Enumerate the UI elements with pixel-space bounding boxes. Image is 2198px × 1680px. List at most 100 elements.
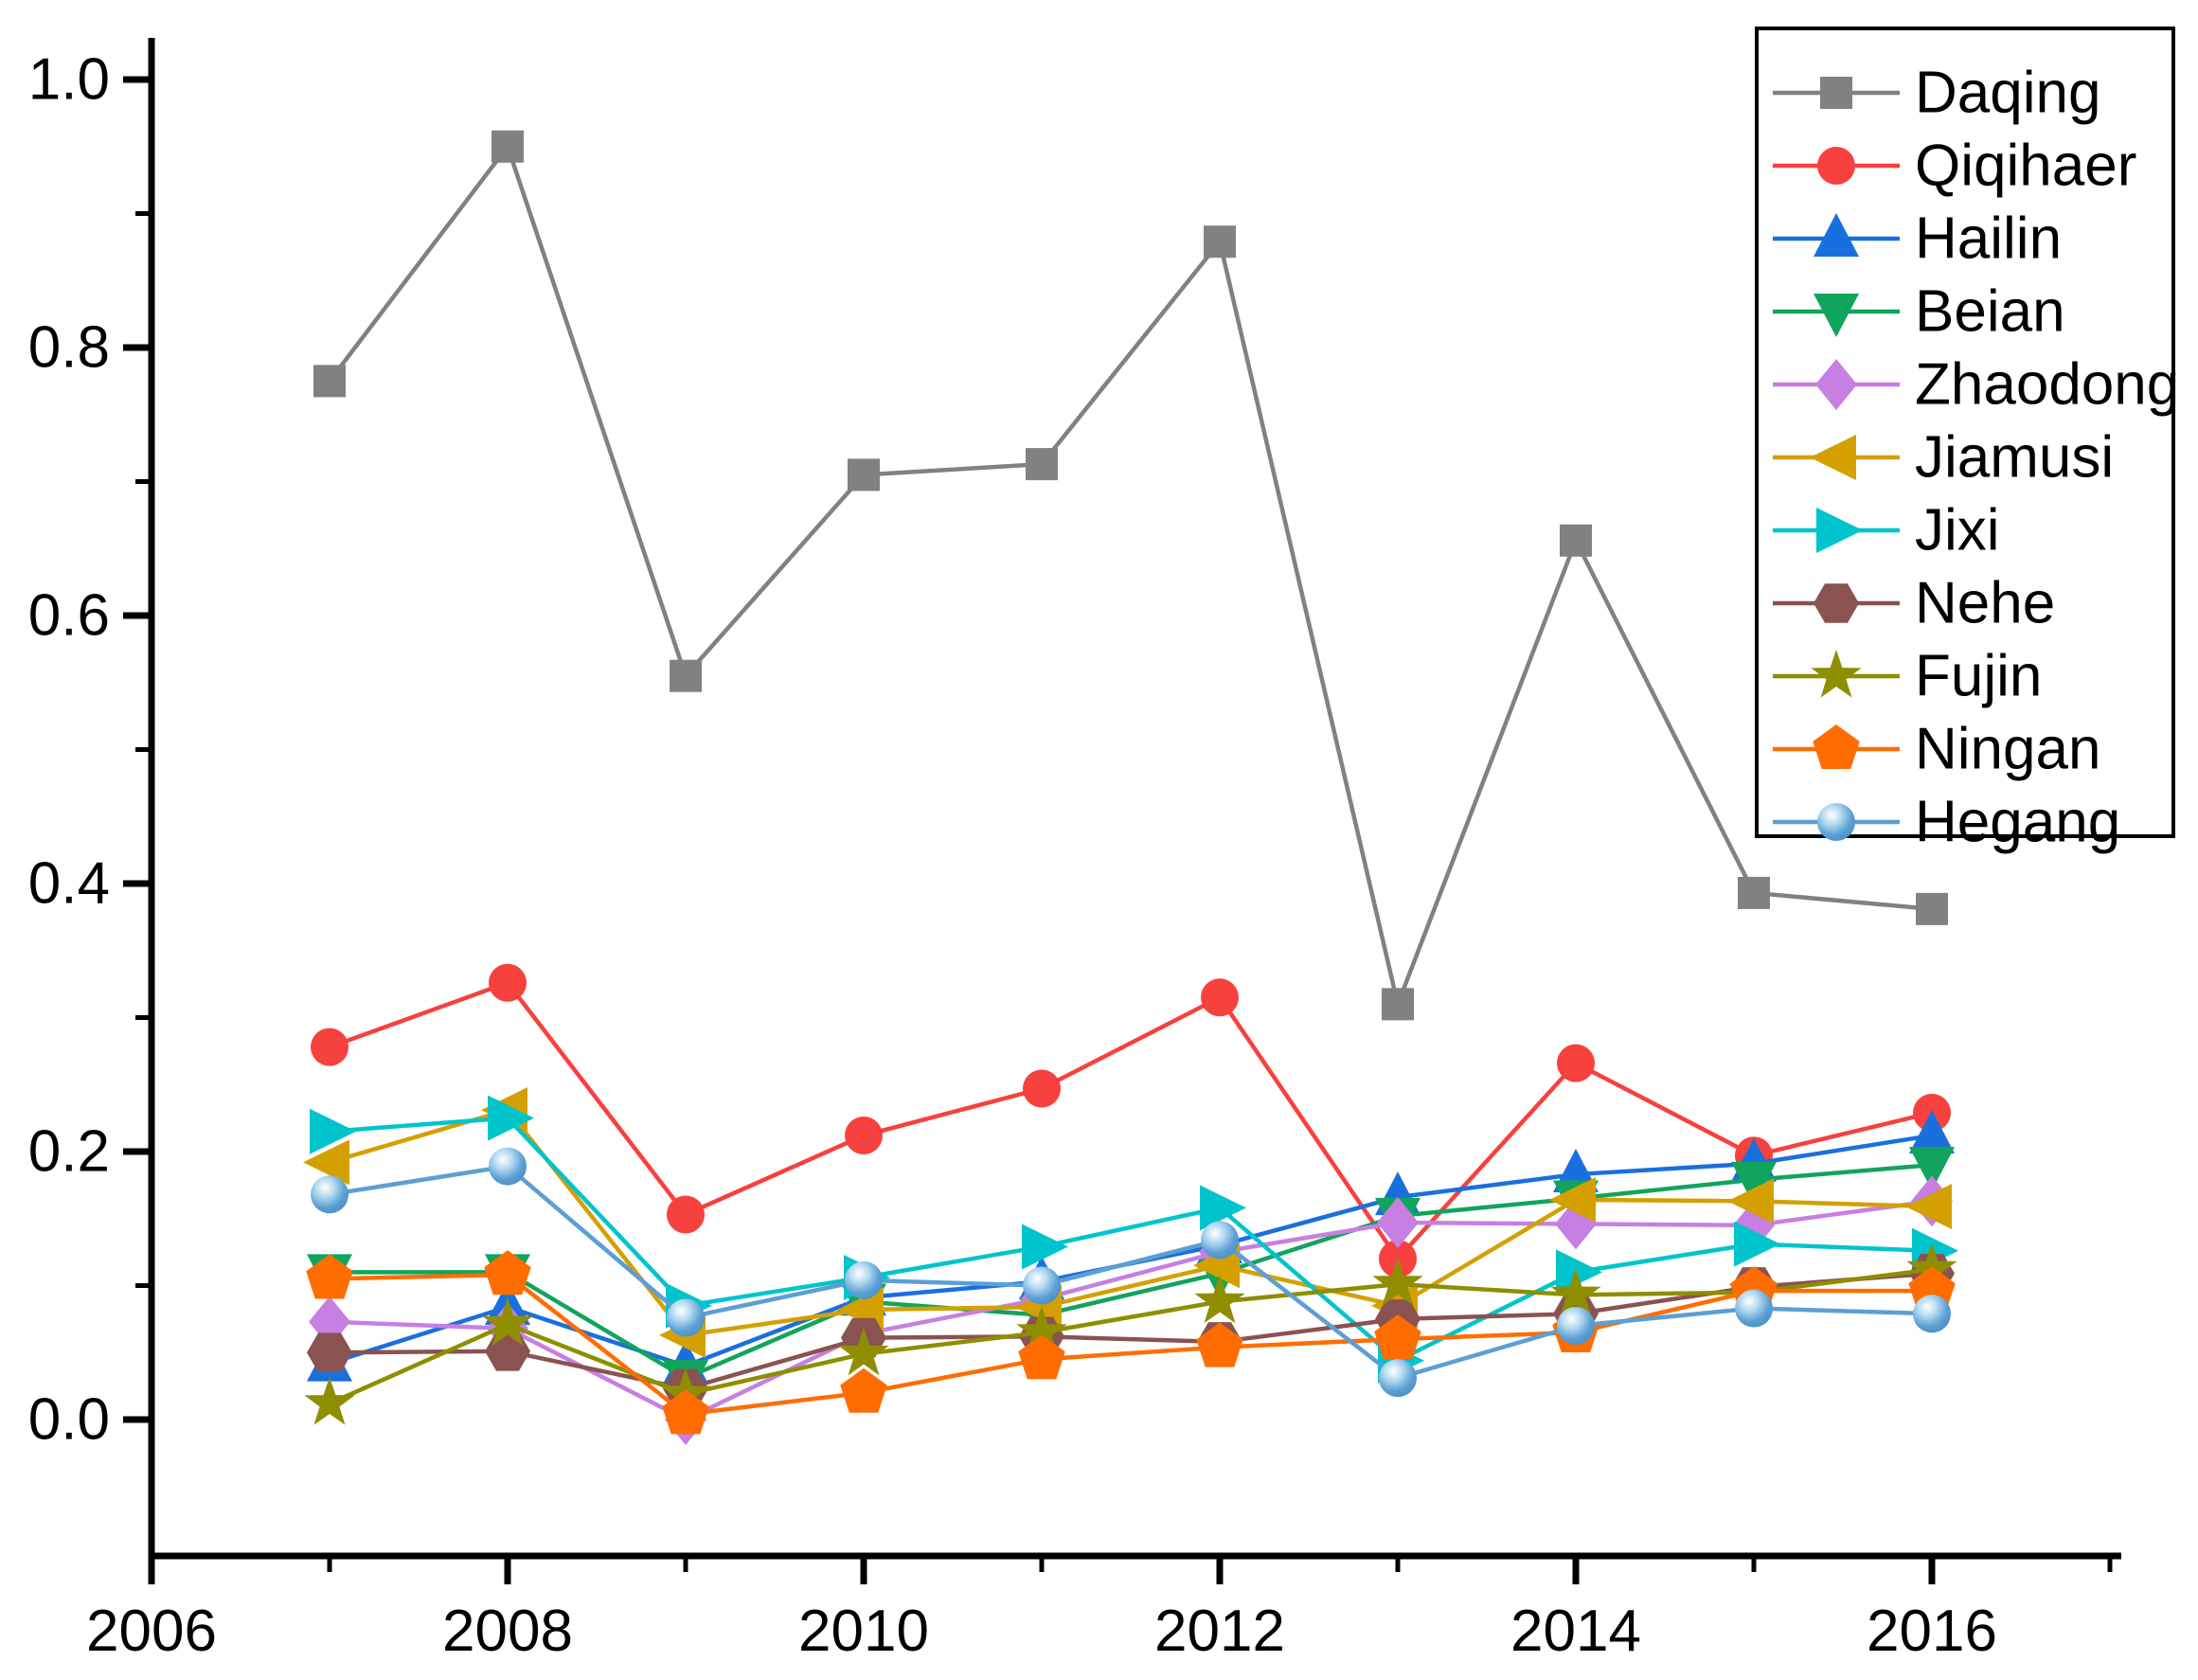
triangle-down-marker: [1909, 1147, 1955, 1191]
star-marker: [838, 1327, 889, 1376]
pentagon-marker: [1018, 1334, 1065, 1380]
series-line: [329, 1272, 1932, 1417]
square-marker: [1026, 448, 1058, 481]
square-legend-marker: [1820, 77, 1852, 109]
y-tick-label: 1.0: [28, 47, 110, 113]
ball-marker: [311, 1175, 348, 1214]
y-tick-label: 0.8: [28, 315, 110, 381]
series-line: [329, 1116, 1933, 1364]
circle-legend-marker: [1817, 147, 1855, 185]
pentagon-marker: [1196, 1322, 1243, 1367]
series-line: [329, 1164, 1933, 1381]
series-line: [329, 1199, 1933, 1422]
ball-marker: [1735, 1289, 1773, 1328]
y-axis: 0.0 0.2 0.4 0.6 0.8 1.0: [28, 38, 155, 1556]
legend-label: Jixi: [1915, 498, 2000, 563]
legend-label: Hegang: [1915, 790, 2120, 855]
star-marker: [304, 1377, 355, 1425]
ball-marker: [1201, 1221, 1239, 1260]
y-tick-label: 0.2: [28, 1119, 110, 1185]
circle-marker: [311, 1028, 348, 1066]
star-legend-marker: [1811, 650, 1862, 698]
diamond-marker: [1377, 1196, 1419, 1248]
ball-marker: [667, 1298, 705, 1337]
triangle-right-marker: [1556, 1249, 1602, 1296]
legend-item-nehe: Nehe: [1773, 571, 2055, 636]
ball-legend-marker: [1817, 803, 1855, 841]
pentagon-marker: [484, 1250, 531, 1296]
ball-marker: [1913, 1295, 1951, 1333]
circle-marker: [845, 1117, 883, 1155]
triangle-right-marker: [488, 1095, 534, 1141]
y-tick-label: 0.0: [28, 1387, 110, 1453]
legend-label: Zhaodong: [1915, 352, 2179, 418]
hexagon-marker: [307, 1332, 352, 1373]
x-tick-label: 2010: [798, 1599, 929, 1664]
x-axis: 2006 2008 2010 2012 2014 2016: [86, 1552, 2121, 1664]
square-marker: [313, 365, 346, 398]
legend-label: Jiamusi: [1915, 425, 2114, 491]
legend: Daqing Qiqihaer Hailin Beian Zhaodong Jiamusi…: [1755, 27, 2179, 855]
ball-marker: [1023, 1266, 1061, 1305]
diamond-legend-marker: [1815, 359, 1857, 410]
pentagon-marker: [1374, 1314, 1421, 1360]
series-line: [328, 142, 1933, 1011]
series-line: [329, 980, 1933, 1262]
square-marker: [491, 130, 524, 163]
star-marker: [1550, 1268, 1601, 1317]
x-tick-label: 2006: [86, 1599, 217, 1664]
legend-item-daqing: Daqing: [1773, 61, 2100, 126]
legend-label: Nehe: [1915, 571, 2055, 636]
legend-item-qiqihaer: Qiqihaer: [1773, 134, 2136, 199]
legend-label: Beian: [1915, 279, 2065, 345]
star-marker: [1194, 1275, 1245, 1324]
square-marker: [1382, 988, 1414, 1021]
legend-item-ningan: Ningan: [1773, 717, 2100, 782]
triangle-up-legend-marker: [1814, 213, 1859, 257]
triangle-left-marker: [1727, 1178, 1774, 1224]
legend-item-fujin: Fujin: [1773, 644, 2042, 709]
square-marker: [1738, 876, 1770, 909]
legend-label: Hailin: [1915, 206, 2062, 272]
series-line: [330, 1162, 1933, 1381]
x-tick-label: 2014: [1510, 1599, 1641, 1664]
legend-item-jiamusi: Jiamusi: [1773, 425, 2114, 491]
circle-marker: [489, 963, 527, 1002]
triangle-right-marker: [1022, 1224, 1068, 1270]
square-marker: [1204, 225, 1236, 259]
legend-item-hegang: Hegang: [1773, 790, 2120, 855]
legend-item-hailin: Hailin: [1773, 206, 2062, 272]
x-tick-label: 2012: [1154, 1599, 1285, 1664]
ball-marker: [845, 1260, 883, 1299]
y-tick-label: 0.4: [28, 851, 110, 917]
x-tick-label: 2008: [442, 1599, 573, 1664]
legend-label: Fujin: [1915, 644, 2042, 709]
y-tick-label: 0.6: [28, 583, 110, 649]
circle-marker: [1023, 1069, 1061, 1108]
circle-marker: [1557, 1044, 1595, 1082]
ball-marker: [1379, 1359, 1417, 1398]
triangle-right-marker: [310, 1108, 356, 1154]
series-line: [329, 1107, 1933, 1338]
star-marker: [482, 1297, 533, 1347]
triangle-left-marker: [1549, 1176, 1596, 1223]
triangle-down-marker: [1731, 1161, 1777, 1206]
x-tick-label: 2016: [1867, 1599, 1997, 1664]
legend-label: Daqing: [1915, 61, 2100, 126]
pentagon-legend-marker: [1813, 724, 1860, 770]
ball-marker: [1557, 1306, 1595, 1345]
legend-item-zhaodong: Zhaodong: [1773, 352, 2179, 418]
square-marker: [1916, 892, 1948, 925]
square-marker: [670, 659, 702, 692]
pentagon-marker: [840, 1367, 887, 1413]
legend-label: Qiqihaer: [1915, 134, 2136, 199]
triangle-up-marker: [1909, 1110, 1955, 1154]
legend-item-beian: Beian: [1773, 279, 2065, 345]
triangle-right-marker: [1200, 1185, 1246, 1231]
hexagon-legend-marker: [1814, 583, 1859, 623]
triangle-down-legend-marker: [1814, 294, 1859, 337]
triangle-left-marker: [1905, 1184, 1952, 1230]
